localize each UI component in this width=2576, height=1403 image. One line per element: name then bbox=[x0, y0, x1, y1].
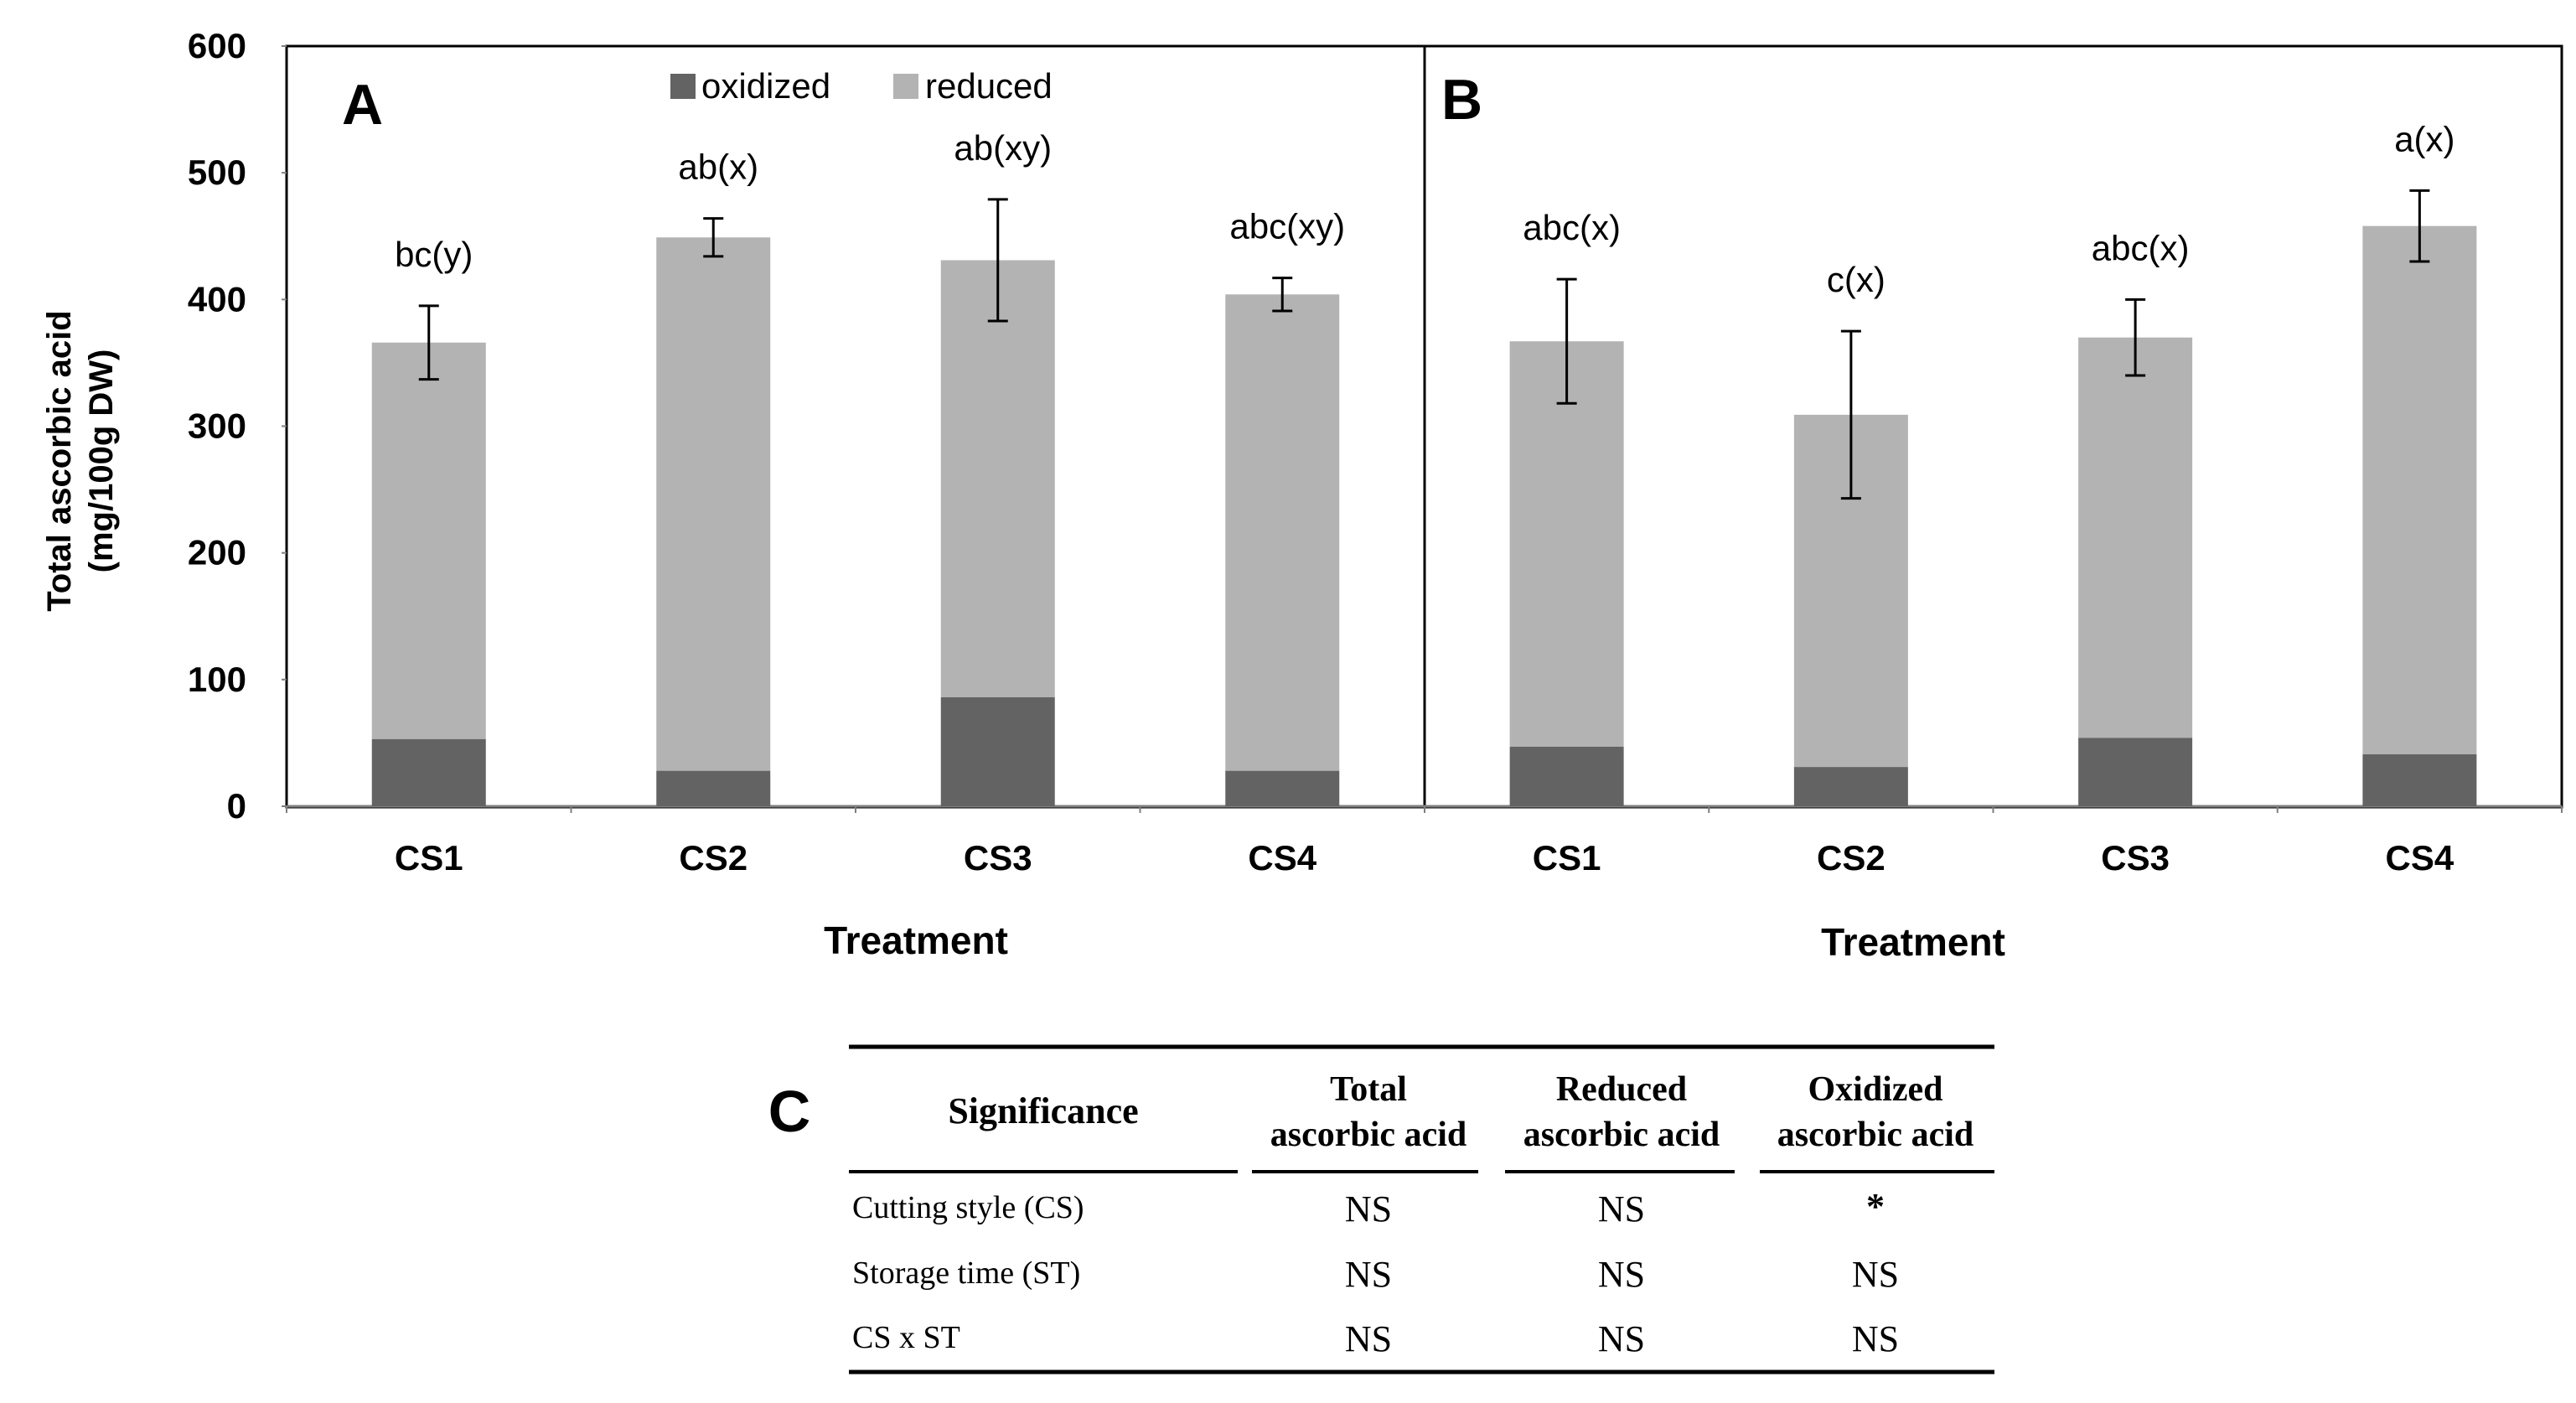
y-tick-label: 500 bbox=[188, 153, 246, 192]
panel-b-label: B bbox=[1441, 68, 1482, 132]
bar-oxidized bbox=[2362, 754, 2477, 806]
y-tick-label: 600 bbox=[188, 26, 246, 65]
panel-b-x-axis-title: Treatment bbox=[1821, 920, 2005, 964]
bar-oxidized bbox=[2078, 738, 2193, 806]
bar-oxidized bbox=[1225, 770, 1340, 806]
x-tick-label: CS4 bbox=[2386, 838, 2454, 878]
panel-b-plot: abc(x) CS1 c(x) CS2 abc(x) CS3 a(x) CS4 bbox=[1424, 119, 2563, 878]
table-header-oxidized-line1: Oxidized bbox=[1808, 1070, 1942, 1109]
bar-oxidized bbox=[371, 738, 486, 806]
table-cell: NS bbox=[1345, 1254, 1392, 1295]
table-cell: NS bbox=[1852, 1254, 1899, 1295]
table-cell: NS bbox=[1598, 1318, 1645, 1359]
x-tick-label: CS2 bbox=[679, 838, 747, 878]
table-row-label: Cutting style (CS) bbox=[852, 1190, 1084, 1225]
x-tick-label: CS3 bbox=[2101, 838, 2170, 878]
bar-oxidized bbox=[1509, 746, 1624, 806]
bar-annotation: abc(x) bbox=[2092, 228, 2190, 267]
table-row-label: Storage time (ST) bbox=[852, 1255, 1080, 1291]
table-header-total-line2: ascorbic acid bbox=[1270, 1116, 1466, 1154]
x-tick-label: CS1 bbox=[395, 838, 463, 878]
table-cell: * bbox=[1866, 1186, 1885, 1227]
y-tick-label: 200 bbox=[188, 533, 246, 572]
bar-annotation: a(x) bbox=[2394, 119, 2454, 158]
panel-a-plot: bc(y) CS1 ab(x) CS2 ab(xy) CS3 abc(xy) CS4 bbox=[286, 128, 1425, 878]
table-cell: NS bbox=[1598, 1188, 1645, 1230]
significance-table: C Significance Total ascorbic acid Reduc… bbox=[768, 1044, 1994, 1375]
legend-label-oxidized: oxidized bbox=[701, 66, 830, 106]
bar-reduced bbox=[2362, 225, 2477, 755]
legend-label-reduced: reduced bbox=[925, 66, 1053, 106]
bar-reduced bbox=[656, 237, 771, 771]
y-axis-label: Total ascorbic acid (mg/100g DW) bbox=[41, 310, 120, 611]
table-cell: NS bbox=[1598, 1254, 1645, 1295]
bar-annotation: ab(x) bbox=[678, 148, 758, 187]
y-tick-label: 300 bbox=[188, 406, 246, 446]
x-tick-label: CS2 bbox=[1817, 838, 1885, 878]
bar-annotation: bc(y) bbox=[395, 235, 473, 274]
table-cell: NS bbox=[1345, 1188, 1392, 1230]
panel-c-label: C bbox=[768, 1079, 811, 1144]
bar-annotation: abc(xy) bbox=[1229, 207, 1345, 246]
bar-oxidized bbox=[656, 770, 771, 806]
y-axis-label-line2: (mg/100g DW) bbox=[83, 349, 120, 573]
y-tick-label: 100 bbox=[188, 660, 246, 699]
x-tick-label: CS4 bbox=[1248, 838, 1316, 878]
legend-swatch-reduced bbox=[893, 74, 918, 99]
bar-annotation: abc(x) bbox=[1523, 208, 1621, 247]
bar-reduced bbox=[1509, 341, 1624, 747]
table-header-oxidized-line2: ascorbic acid bbox=[1777, 1116, 1973, 1154]
bar-oxidized bbox=[1793, 767, 1908, 806]
table-cell: NS bbox=[1852, 1318, 1899, 1359]
bar-annotation: c(x) bbox=[1827, 260, 1885, 299]
y-tick-label: 0 bbox=[227, 786, 246, 826]
legend-swatch-oxidized bbox=[670, 74, 696, 99]
bar-reduced bbox=[1225, 294, 1340, 771]
x-tick-label: CS1 bbox=[1533, 838, 1601, 878]
bar-reduced bbox=[371, 342, 486, 739]
table-header-reduced-line1: Reduced bbox=[1556, 1070, 1687, 1109]
x-tick-label: CS3 bbox=[964, 838, 1032, 878]
bar-oxidized bbox=[940, 696, 1055, 806]
y-axis: 0 100 200 300 400 500 600 bbox=[188, 26, 287, 826]
table-header-significance: Significance bbox=[948, 1090, 1138, 1131]
table-cell: NS bbox=[1345, 1318, 1392, 1359]
y-tick-label: 400 bbox=[188, 279, 246, 318]
y-axis-label-line1: Total ascorbic acid bbox=[41, 310, 78, 611]
table-header-total-line1: Total bbox=[1330, 1070, 1407, 1109]
table-row-label: CS x ST bbox=[852, 1320, 960, 1355]
bar-annotation: ab(xy) bbox=[954, 128, 1052, 168]
table-header-reduced-line2: ascorbic acid bbox=[1523, 1116, 1720, 1154]
legend: oxidized reduced bbox=[670, 66, 1053, 106]
bar-reduced bbox=[2078, 337, 2193, 738]
panel-a-label: A bbox=[342, 73, 383, 137]
bar-reduced bbox=[940, 260, 1055, 697]
panel-a-x-axis-title: Treatment bbox=[824, 919, 1008, 962]
